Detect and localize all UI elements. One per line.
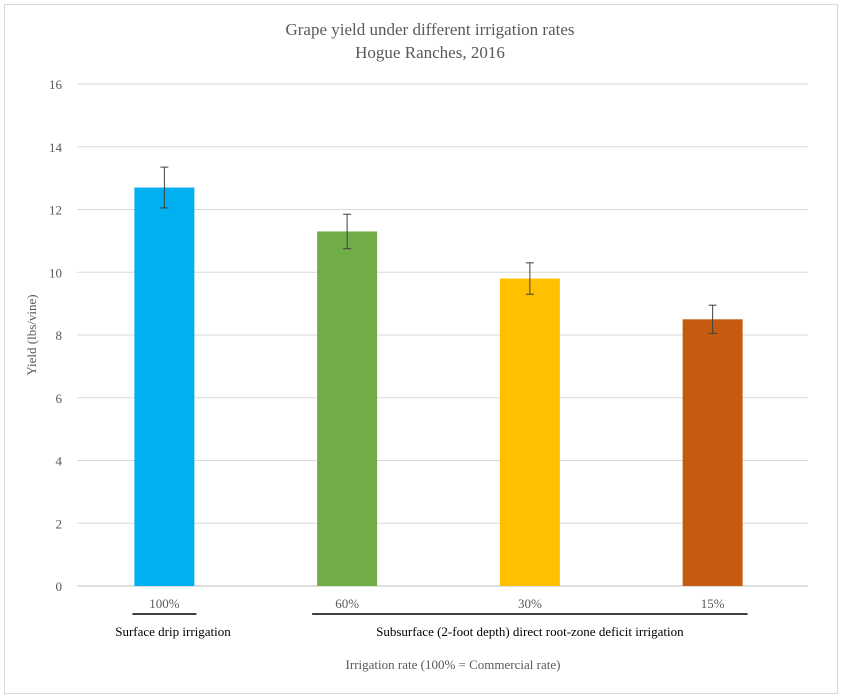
bar — [682, 319, 743, 586]
bar — [499, 278, 560, 586]
y-tick-labels: 0 2 4 6 8 10 12 14 16 — [49, 77, 63, 594]
y-tick-label: 12 — [49, 203, 62, 218]
x-tick-label: 100% — [149, 596, 180, 611]
y-tick-label: 8 — [56, 328, 63, 343]
group-label: Subsurface (2-foot depth) direct root-zo… — [376, 624, 684, 639]
x-tick-label: 30% — [518, 596, 542, 611]
group-brackets: Surface drip irrigation Subsurface (2-foo… — [115, 613, 748, 639]
y-tick-label: 2 — [56, 516, 63, 531]
y-tick-label: 6 — [56, 391, 63, 406]
x-tick-label: 60% — [335, 596, 359, 611]
y-tick-label: 10 — [49, 265, 62, 280]
y-tick-label: 0 — [56, 579, 63, 594]
x-tick-label: 15% — [701, 596, 725, 611]
chart-subtitle: Hogue Ranches, 2016 — [355, 43, 505, 62]
bars — [134, 187, 743, 586]
group-label: Surface drip irrigation — [115, 624, 231, 639]
y-axis-label: Yield (lbs/vine) — [24, 294, 39, 375]
error-bars — [160, 166, 717, 334]
bar — [317, 231, 378, 586]
y-tick-label: 16 — [49, 77, 63, 92]
chart-title: Grape yield under different irrigation r… — [285, 20, 574, 39]
y-tick-label: 14 — [49, 140, 63, 155]
x-tick-labels: 100% 60% 30% 15% — [149, 596, 725, 611]
x-axis-label: Irrigation rate (100% = Commercial rate) — [346, 657, 561, 672]
y-tick-label: 4 — [56, 454, 63, 469]
bar — [134, 187, 195, 586]
